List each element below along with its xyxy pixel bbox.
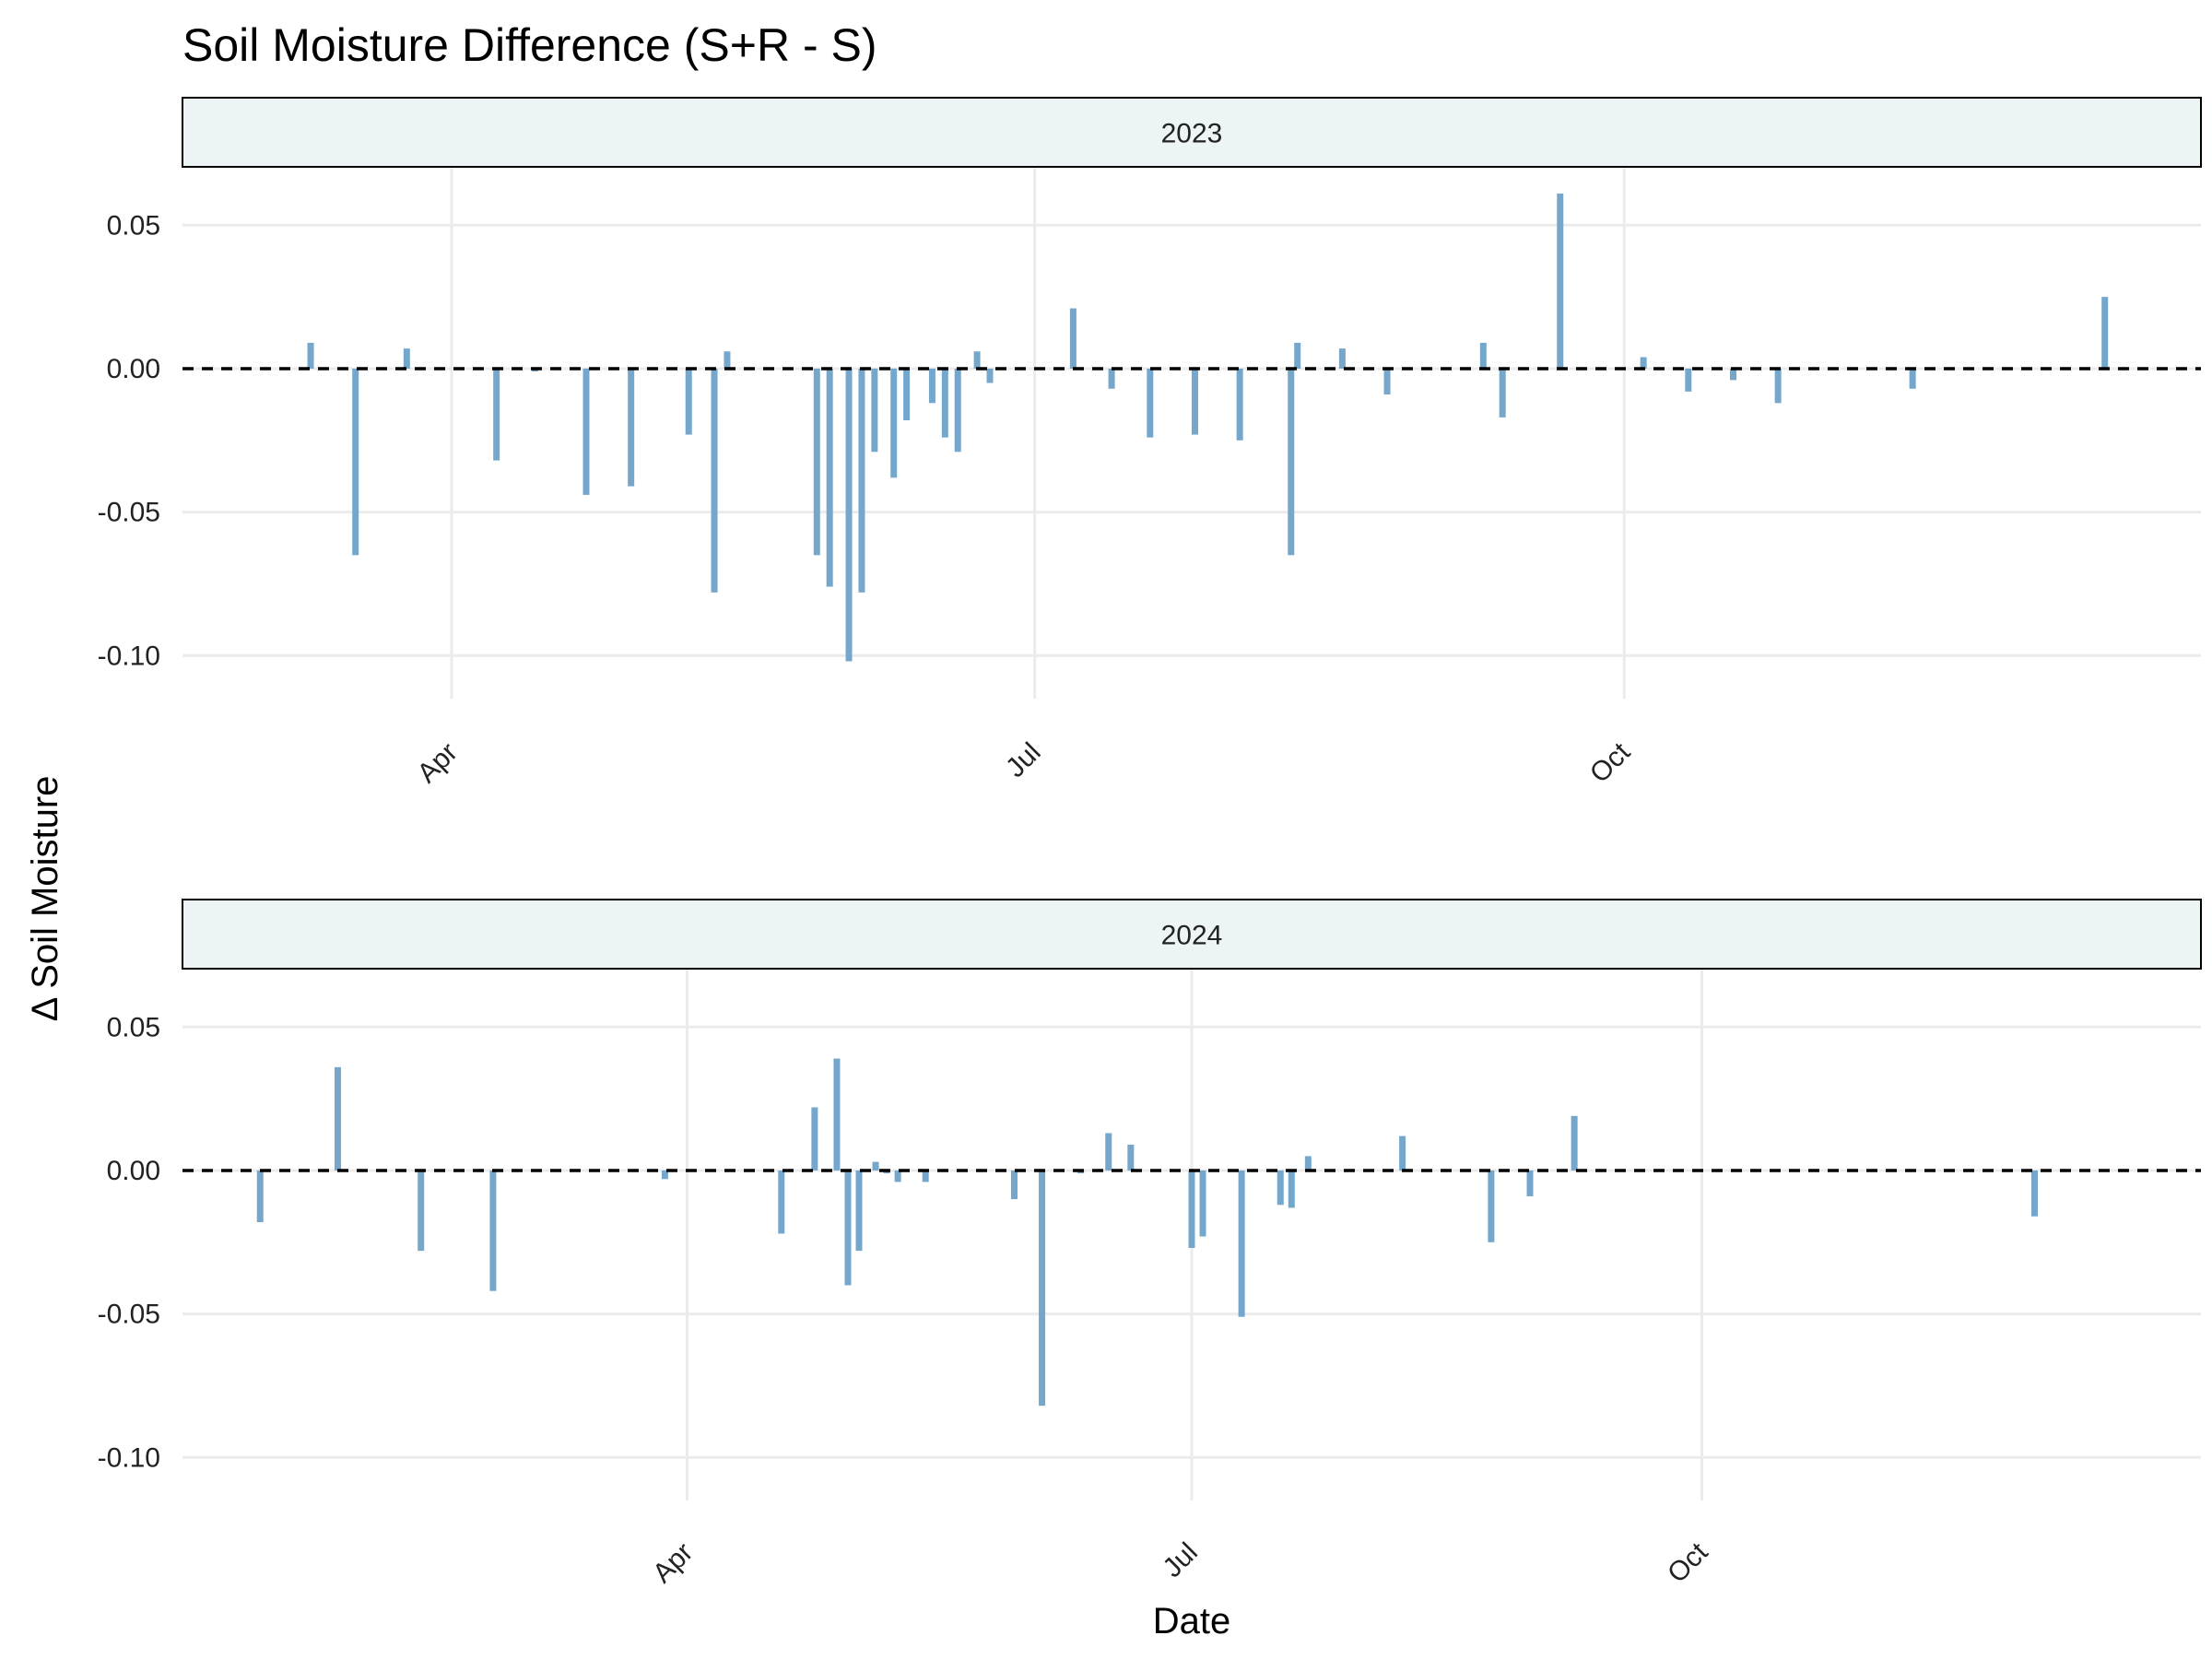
- bar: [826, 368, 833, 587]
- bar: [1277, 1170, 1284, 1206]
- facet-strip: [182, 97, 2202, 168]
- y-tick-label: 0.05: [107, 1012, 160, 1042]
- bar: [903, 368, 911, 420]
- y-axis-title: Δ Soil Moisture: [25, 776, 65, 1022]
- x-tick-label: Apr: [412, 737, 464, 789]
- x-tick-label: Jul: [1000, 737, 1046, 783]
- bar: [352, 368, 359, 556]
- bar: [928, 368, 935, 404]
- bar: [1199, 1170, 1206, 1237]
- y-tick-label: 0.00: [107, 354, 160, 384]
- bar: [1499, 368, 1506, 418]
- bar: [1108, 368, 1115, 389]
- bar: [307, 342, 314, 369]
- facet-strip-label: 2023: [1161, 119, 1223, 149]
- bar: [941, 368, 948, 438]
- bar: [1399, 1135, 1406, 1171]
- bar: [1304, 1156, 1312, 1171]
- chart-title: Soil Moisture Difference (S+R - S): [182, 19, 877, 71]
- bar: [493, 368, 500, 461]
- bar: [1147, 368, 1154, 438]
- bar: [1188, 1170, 1195, 1249]
- bar: [685, 368, 692, 435]
- y-tick-label: -0.05: [98, 498, 160, 528]
- x-tick-label: Jul: [1157, 1537, 1203, 1583]
- x-axis-title: Date: [1153, 1601, 1231, 1641]
- y-tick-label: 0.05: [107, 210, 160, 241]
- bar: [1685, 368, 1692, 392]
- bar: [986, 368, 994, 383]
- bar: [844, 1170, 852, 1286]
- bar: [1640, 357, 1647, 369]
- facet-strip-label: 2024: [1161, 921, 1223, 951]
- y-tick-label: -0.10: [98, 641, 160, 671]
- bar: [1909, 368, 1916, 389]
- bar: [1236, 368, 1243, 441]
- bar: [894, 1170, 901, 1182]
- bar: [1774, 368, 1782, 404]
- bar: [845, 368, 853, 662]
- bar: [1338, 348, 1346, 369]
- bar: [858, 368, 865, 593]
- bar: [661, 1170, 668, 1180]
- facet-panels: 2023 0.05 0.00 -0.05 -0.10 Apr Jul Oct 2024 0.05 0…: [98, 97, 2202, 1589]
- x-tick-label: Oct: [1662, 1536, 1714, 1589]
- bar: [1526, 1170, 1534, 1196]
- bar: [778, 1170, 785, 1234]
- bar: [1238, 1170, 1245, 1317]
- y-tick-label: -0.10: [98, 1442, 160, 1473]
- bar: [2101, 297, 2109, 369]
- bar: [1127, 1144, 1135, 1171]
- bar: [1288, 368, 1295, 556]
- bar: [922, 1170, 929, 1182]
- bar: [1488, 1170, 1495, 1242]
- bar: [1105, 1133, 1112, 1171]
- bar: [1039, 1170, 1046, 1406]
- bar: [890, 368, 898, 478]
- bar: [1729, 368, 1736, 381]
- bar: [1069, 308, 1077, 369]
- bar: [1479, 342, 1487, 369]
- bar: [582, 368, 590, 495]
- y-tick-label: 0.00: [107, 1156, 160, 1186]
- facet-strip: [182, 899, 2202, 970]
- bar: [871, 368, 878, 453]
- bar: [489, 1170, 497, 1291]
- bar: [256, 1170, 264, 1222]
- bar: [813, 368, 820, 556]
- y-tick-label: -0.05: [98, 1300, 160, 1330]
- bar: [1571, 1115, 1578, 1171]
- bar: [1294, 342, 1301, 369]
- bar: [403, 348, 410, 369]
- bar: [418, 1170, 425, 1252]
- panel-2024: 2024 0.05 0.00 -0.05 -0.10 Apr Jul Oct: [98, 899, 2202, 1589]
- bar: [1383, 368, 1391, 394]
- panel-2023: 2023 0.05 0.00 -0.05 -0.10 Apr Jul Oct: [98, 97, 2202, 789]
- x-tick-label: Apr: [647, 1537, 699, 1589]
- x-tick-label: Oct: [1584, 736, 1637, 789]
- bar: [973, 351, 981, 369]
- bar: [1191, 368, 1198, 435]
- bar: [2031, 1170, 2039, 1217]
- bar: [954, 368, 961, 453]
- bar: [833, 1058, 841, 1171]
- bar: [1010, 1170, 1018, 1200]
- bar: [1557, 194, 1564, 369]
- bar: [872, 1161, 879, 1171]
- bar: [855, 1170, 863, 1252]
- bar: [334, 1066, 341, 1171]
- bar: [724, 351, 731, 369]
- bar: [711, 368, 718, 593]
- bar: [1288, 1170, 1295, 1208]
- bar: [811, 1107, 818, 1171]
- bar: [628, 368, 635, 487]
